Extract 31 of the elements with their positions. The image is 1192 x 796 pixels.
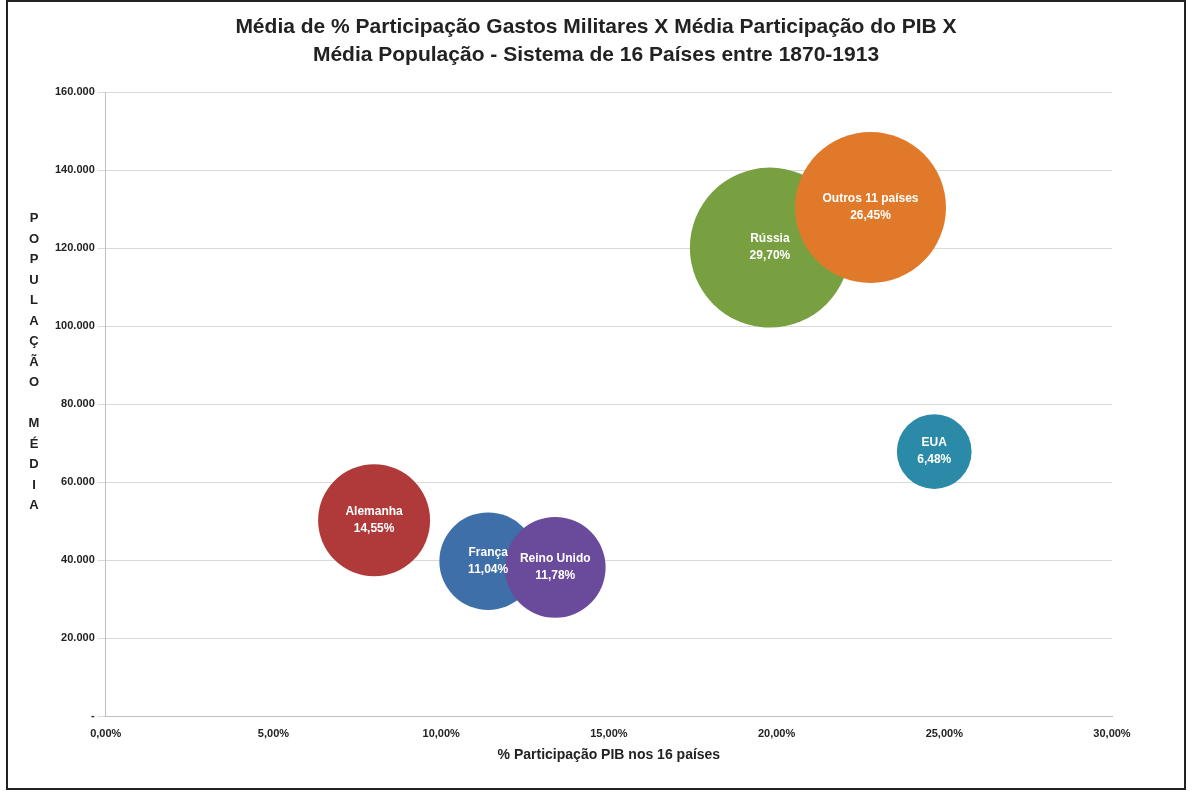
- x-tick-label: 25,00%: [925, 726, 964, 739]
- x-axis-title: % Participação PIB nos 16 países: [497, 746, 721, 763]
- y-tick-label: 40.000: [61, 553, 95, 566]
- x-tick-label: 20,00%: [757, 726, 796, 739]
- data-label: 26,45%: [850, 208, 892, 223]
- series-label: Outros 11 países: [822, 191, 919, 206]
- series-label: Reino Unido: [519, 551, 591, 566]
- x-tick-label: 0,00%: [90, 726, 122, 739]
- data-label: 14,55%: [353, 521, 395, 536]
- data-label: 6,48%: [917, 452, 952, 467]
- x-tick-label: 15,00%: [590, 726, 628, 739]
- y-tick-label: 20.000: [61, 631, 95, 644]
- y-tick-label: 160.000: [55, 85, 95, 98]
- series-label: França: [468, 544, 509, 559]
- y-tick-label: 100.000: [55, 319, 95, 332]
- chart-title: Média de % Participação Gastos Militares X Média Participação do PIB X Média População - Sistema de 16 Países entre 1870-1913: [234, 13, 958, 67]
- y-tick-label: 120.000: [55, 241, 95, 254]
- x-tick-label: 5,00%: [257, 726, 290, 739]
- data-label: 11,78%: [535, 568, 576, 583]
- data-label: 29,70%: [749, 248, 791, 263]
- series-label: Rússia: [750, 231, 790, 246]
- x-tick-label: 10,00%: [422, 726, 461, 739]
- y-tick-label: 60.000: [61, 475, 95, 488]
- y-tick-label: -: [91, 709, 96, 722]
- series-label: EUA: [921, 435, 948, 450]
- data-label: 11,04%: [468, 561, 509, 576]
- x-tick-label: 30,00%: [1093, 726, 1131, 739]
- y-tick-label: 140.000: [55, 163, 95, 176]
- y-tick-label: 80.000: [61, 397, 95, 410]
- series-label: Alemanha: [345, 504, 404, 519]
- text: POPULAÇÃO MÉDIA: [28, 210, 40, 512]
